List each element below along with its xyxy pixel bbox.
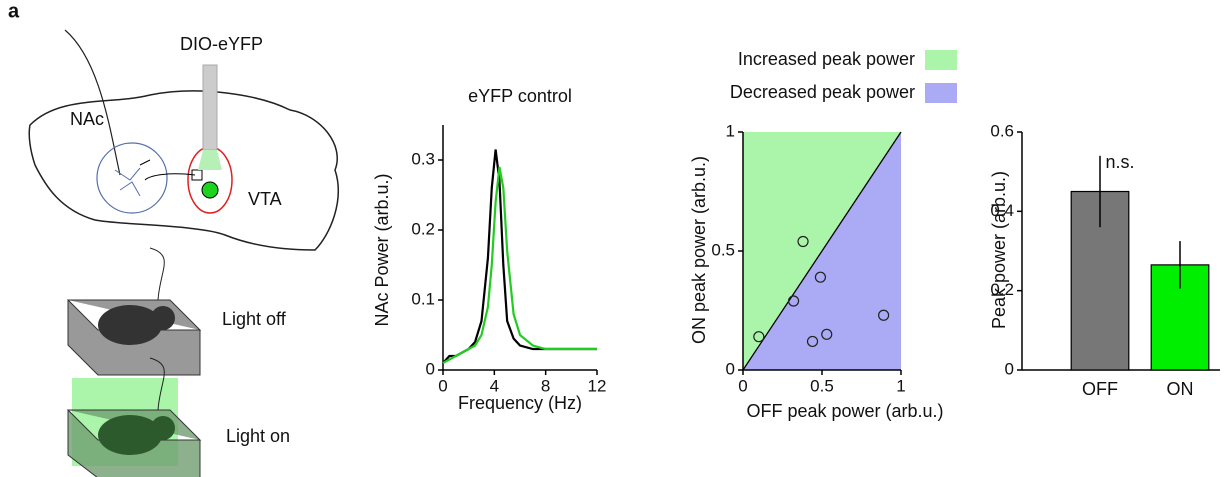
line-series	[442, 166, 597, 364]
light-on-label: Light on	[226, 426, 290, 446]
y-tick-label: 0.3	[411, 149, 435, 168]
point	[821, 328, 833, 340]
light-off-label: Light off	[222, 309, 287, 329]
neurons	[114, 167, 141, 197]
y-tick-label: 1	[726, 121, 735, 140]
nac-region	[96, 142, 168, 214]
y-tick-label: 0	[1005, 359, 1014, 378]
panel-label: a	[8, 0, 20, 22]
mouse-off: Light off	[66, 247, 287, 376]
y-tick-label: 0	[426, 359, 435, 378]
mouse-on: Light on	[66, 357, 290, 477]
y-axis-label: Peak power (arb.u.)	[989, 171, 1009, 329]
x-axis-label: OFF peak power (arb.u.)	[746, 401, 943, 421]
x-tick-label: 1	[896, 376, 905, 395]
x-tick-label: 8	[541, 376, 550, 395]
y-tick-label: 0.1	[411, 289, 435, 308]
x-tick-label: 0	[438, 376, 447, 395]
legend-swatch	[925, 83, 957, 103]
point	[806, 335, 819, 348]
mouse-body	[98, 415, 162, 455]
mouse-head	[151, 306, 175, 330]
x-tick-label: ON	[1167, 379, 1194, 399]
y-tick-label: 0.6	[990, 121, 1014, 140]
mouse-head	[151, 416, 175, 440]
y-axis-label: ON peak power (arb.u.)	[689, 156, 709, 344]
point	[878, 309, 890, 321]
x-tick-label: 0	[738, 376, 747, 395]
virus-label: DIO-eYFP	[180, 34, 263, 54]
y-tick-label: 0	[726, 359, 735, 378]
nac-label: NAc	[70, 109, 104, 129]
annotation: n.s.	[1105, 152, 1134, 172]
optic-fiber	[202, 64, 218, 151]
y-tick-label: 0.2	[411, 219, 435, 238]
line-series	[442, 149, 597, 364]
y-tick-label: 0.2	[990, 280, 1014, 299]
legend-swatch	[925, 50, 957, 70]
tether	[149, 357, 165, 411]
legend-label: Decreased peak power	[730, 82, 915, 102]
projection	[139, 159, 196, 181]
brain-diagram: DIO-eYFP NAc VTA	[28, 29, 339, 251]
y-axis-label: NAc Power (arb.u.)	[372, 173, 392, 326]
y-tick-label: 0.4	[990, 201, 1014, 220]
vta-cell	[201, 181, 219, 199]
x-tick-label: 4	[490, 376, 499, 395]
point	[797, 235, 809, 248]
brain-outline	[28, 90, 339, 251]
light-cone	[198, 150, 222, 170]
chart-title: eYFP control	[468, 86, 572, 106]
x-tick-label: 12	[588, 376, 607, 395]
x-tick-label: 0.5	[810, 376, 834, 395]
y-tick-label: 0.5	[711, 240, 735, 259]
legend-label: Increased peak power	[738, 49, 915, 69]
fiber	[64, 29, 121, 176]
unity-line	[742, 131, 902, 371]
point	[753, 331, 765, 343]
mouse-body	[98, 305, 162, 345]
point	[814, 271, 827, 283]
point	[787, 295, 800, 307]
vta-label: VTA	[248, 189, 282, 209]
tether	[149, 247, 165, 301]
x-tick-label: OFF	[1082, 379, 1118, 399]
x-axis-label: Frequency (Hz)	[458, 393, 582, 413]
